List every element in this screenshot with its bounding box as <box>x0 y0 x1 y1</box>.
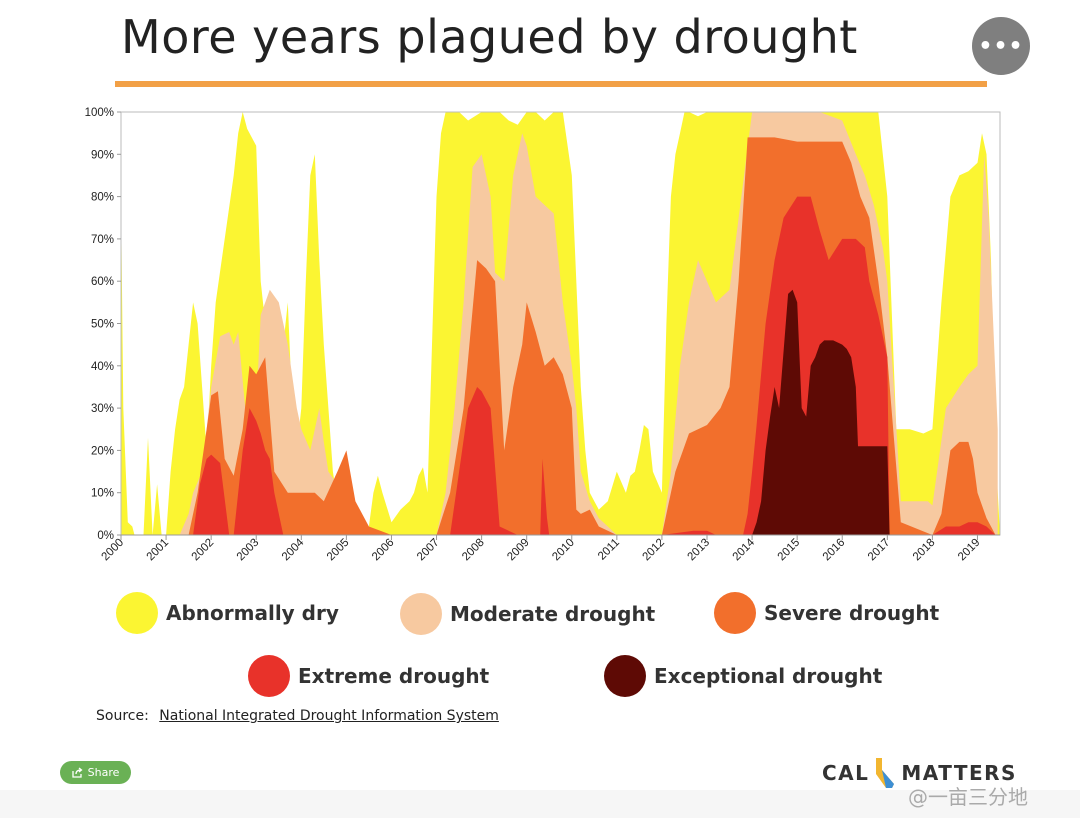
y-tick-label: 30% <box>91 403 114 415</box>
watermark: @一亩三分地 <box>908 785 1028 809</box>
legend-swatch <box>248 655 290 697</box>
x-tick-label: 2002 <box>190 537 217 564</box>
legend-swatch <box>400 593 442 635</box>
y-tick-label: 100% <box>85 107 114 119</box>
calmatters-logo[interactable]: CAL MATTERS <box>822 758 1017 788</box>
y-tick-label: 80% <box>91 192 114 204</box>
y-tick-label: 50% <box>91 319 114 331</box>
area-exceptional-drought <box>121 289 890 535</box>
source-prefix: Source: <box>96 708 149 724</box>
x-tick-label: 2014 <box>731 536 758 563</box>
x-tick-label: 2005 <box>325 537 352 564</box>
source-link[interactable]: National Integrated Drought Information … <box>159 708 499 724</box>
legend-label: Abnormally dry <box>166 601 339 625</box>
share-label: Share <box>87 766 120 779</box>
y-tick-label: 70% <box>91 234 114 246</box>
legend-item-exceptional-drought: Exceptional drought <box>604 655 882 697</box>
legend-item-moderate-drought: Moderate drought <box>400 593 655 635</box>
legend-swatch <box>714 592 756 634</box>
footer-band <box>0 790 1080 818</box>
title-underline <box>115 81 987 87</box>
legend-item-abnormally-dry: Abnormally dry <box>116 592 339 634</box>
share-icon <box>71 767 83 778</box>
x-tick-label: 2001 <box>145 537 172 564</box>
y-tick-label: 10% <box>91 488 114 500</box>
y-tick-label: 60% <box>91 276 114 288</box>
x-tick-label: 2007 <box>415 537 442 564</box>
x-tick-label: 2017 <box>866 537 893 564</box>
x-tick-label: 2004 <box>280 536 307 563</box>
x-tick-label: 2008 <box>460 537 487 564</box>
x-tick-label: 2011 <box>596 537 622 563</box>
legend-swatch <box>116 592 158 634</box>
logo-word-left: CAL <box>822 761 870 785</box>
legend-label: Severe drought <box>764 601 940 625</box>
x-tick-label: 2019 <box>956 537 983 564</box>
source-note: Source: National Integrated Drought Info… <box>96 708 499 724</box>
x-tick-label: 2009 <box>505 537 532 564</box>
logo-word-right: MATTERS <box>901 761 1017 785</box>
x-tick-label: 2013 <box>686 537 713 564</box>
x-tick-label: 2016 <box>821 537 848 564</box>
ellipsis-icon: ••• <box>978 33 1024 59</box>
x-tick-label: 2018 <box>911 537 938 564</box>
y-tick-label: 0% <box>97 530 114 542</box>
x-tick-label: 2003 <box>235 537 262 564</box>
y-tick-label: 20% <box>91 445 114 457</box>
y-tick-label: 40% <box>91 361 114 373</box>
legend-label: Moderate drought <box>450 602 656 626</box>
x-tick-label: 2006 <box>370 537 397 564</box>
x-tick-label: 2015 <box>776 537 803 564</box>
legend-label: Extreme drought <box>298 664 490 688</box>
legend-item-severe-drought: Severe drought <box>714 592 939 634</box>
x-tick-label: 2010 <box>550 537 577 564</box>
share-button[interactable]: Share <box>60 761 131 784</box>
more-options-button[interactable]: ••• <box>972 17 1030 75</box>
legend-label: Exceptional drought <box>654 664 883 688</box>
california-logo-icon <box>876 758 895 788</box>
y-tick-label: 90% <box>91 149 114 161</box>
legend-item-extreme-drought: Extreme drought <box>248 655 489 697</box>
x-tick-label: 2012 <box>640 537 667 564</box>
legend-swatch <box>604 655 646 697</box>
page-title: More years plagued by drought <box>121 10 858 64</box>
